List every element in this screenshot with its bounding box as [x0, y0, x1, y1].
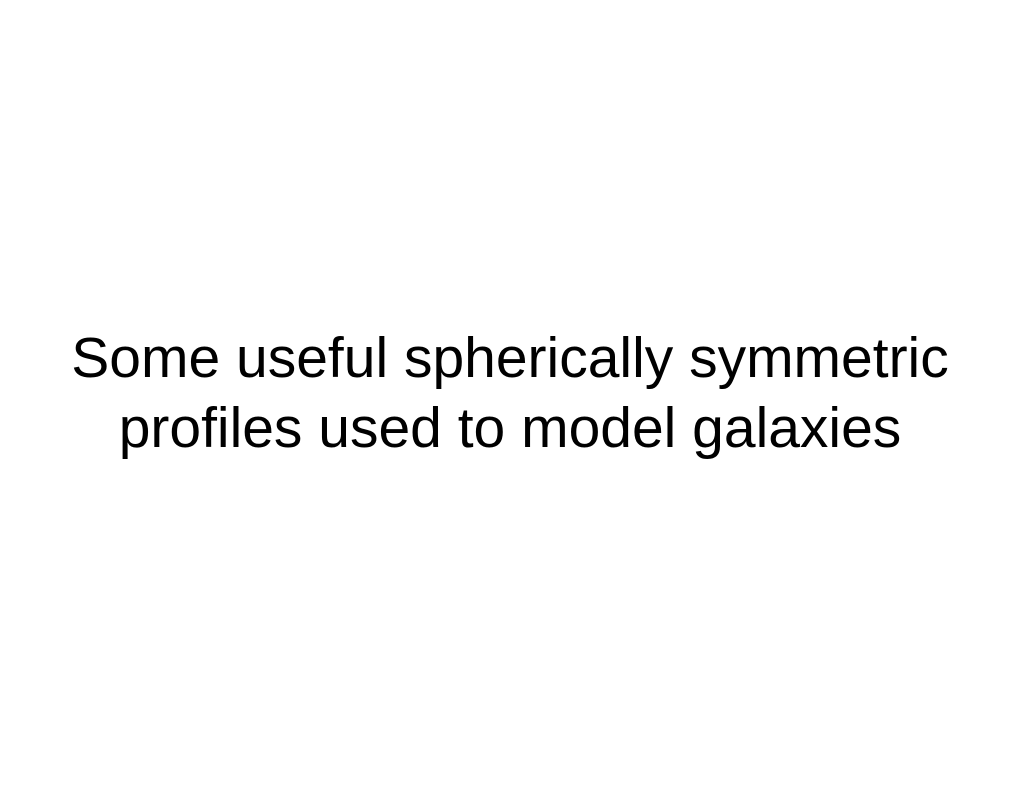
slide-title: Some useful spherically symmetric profil…	[60, 324, 960, 463]
slide-container: Some useful spherically symmetric profil…	[0, 0, 1020, 788]
